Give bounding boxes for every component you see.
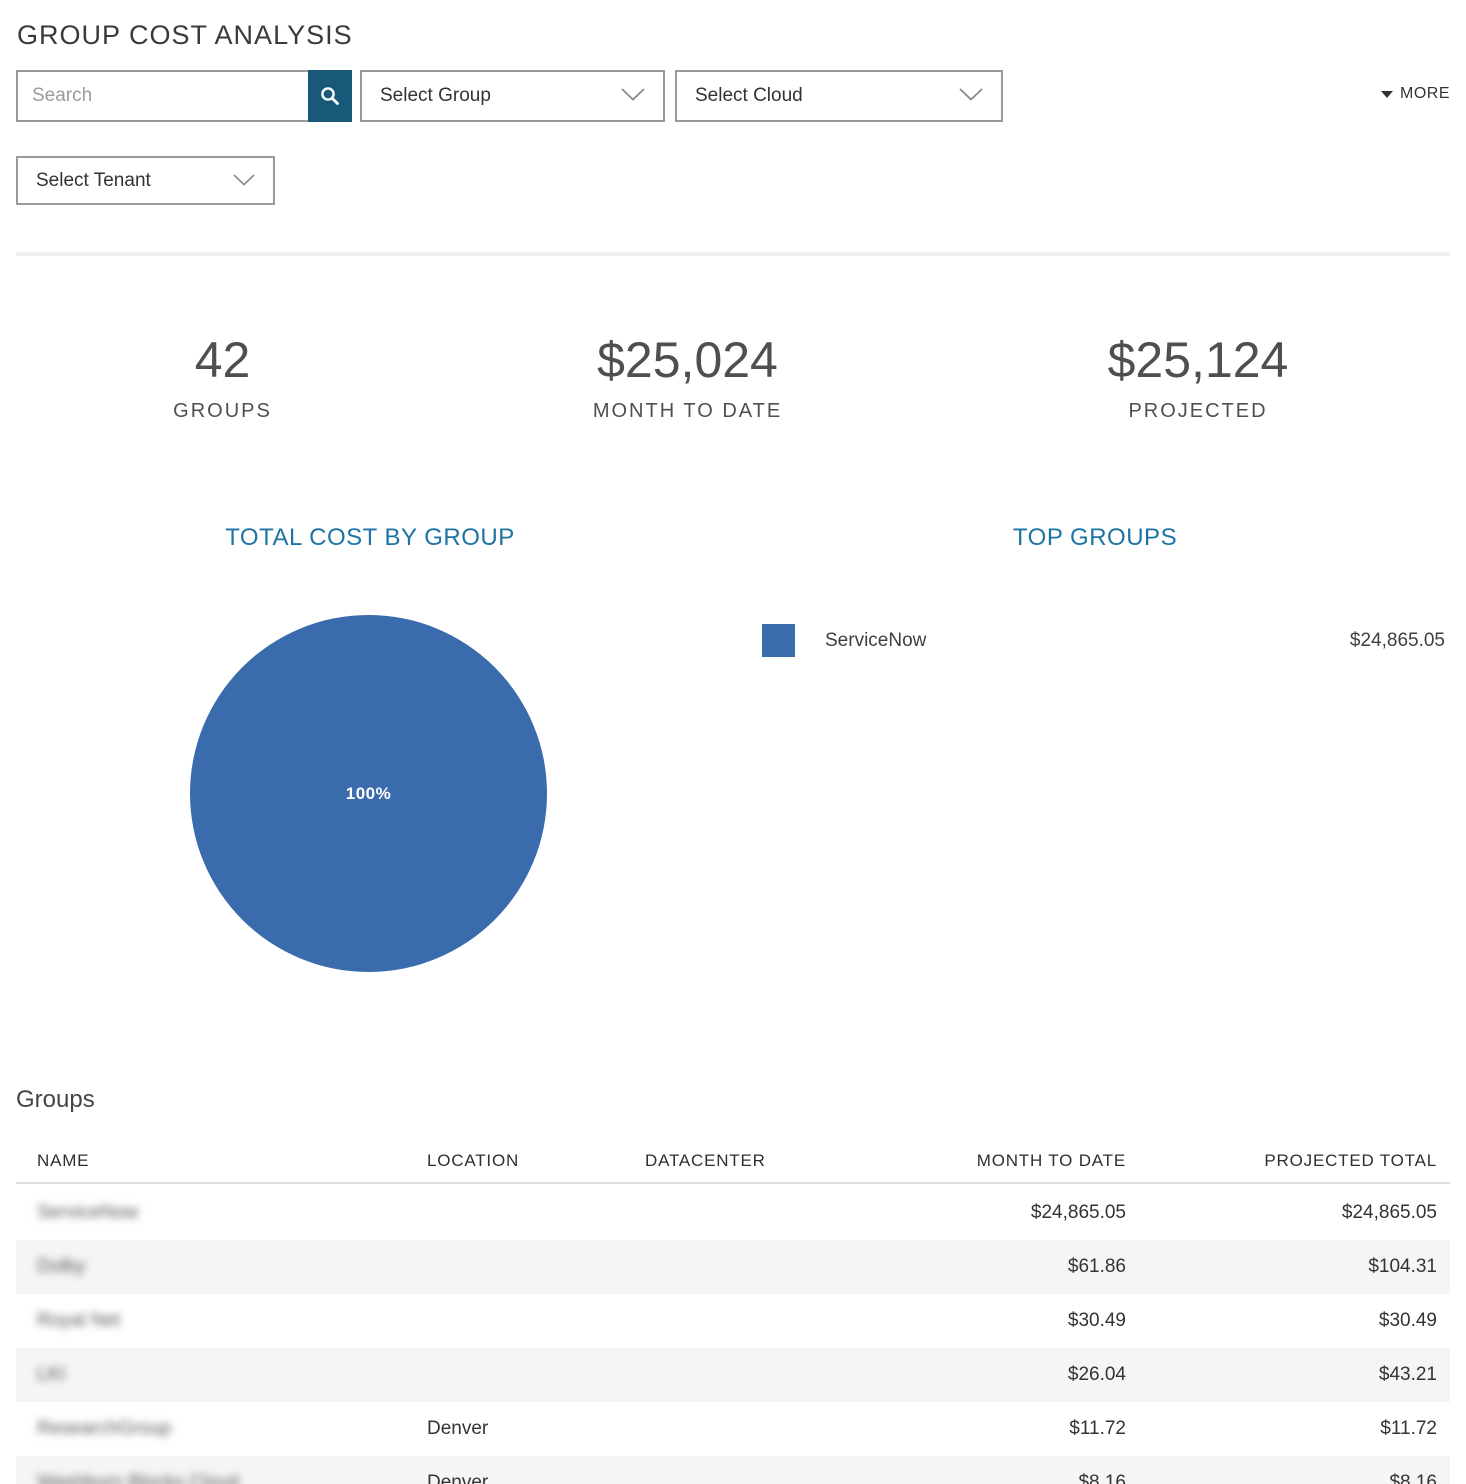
cell-projected-total: $11.72 bbox=[1380, 1418, 1437, 1439]
stat-groups-label: GROUPS bbox=[173, 400, 272, 422]
cell-month-to-date: $26.04 bbox=[1067, 1364, 1126, 1385]
cell-projected-total: $24,865.05 bbox=[1341, 1202, 1437, 1223]
column-header-projected-total: PROJECTED TOTAL bbox=[1264, 1151, 1437, 1170]
cell-name-redacted: Royal Net bbox=[37, 1310, 121, 1331]
more-label: MORE bbox=[1400, 85, 1450, 102]
cell-name-redacted: ServiceNow bbox=[37, 1202, 139, 1223]
tenant-select-value: Select Tenant bbox=[36, 169, 151, 191]
groups-table-title: Groups bbox=[16, 1086, 95, 1113]
legend-swatch bbox=[762, 624, 795, 657]
cell-name-redacted: Dolby bbox=[37, 1256, 86, 1277]
column-header-location: LOCATION bbox=[427, 1151, 520, 1170]
stat-groups: 42 GROUPS bbox=[0, 332, 445, 423]
legend-value: $24,865.05 bbox=[1349, 630, 1445, 651]
cell-projected-total: $8.16 bbox=[1389, 1472, 1437, 1484]
pie-slice-label: 100% bbox=[345, 783, 392, 803]
cell-location: Denver bbox=[427, 1418, 489, 1439]
table-row[interactable]: LKI $26.04 $43.21 bbox=[16, 1348, 1450, 1402]
stat-mtd-value: $25,024 bbox=[597, 332, 778, 388]
caret-down-icon bbox=[1381, 90, 1393, 98]
pie-chart-slice-servicenow[interactable]: 100% bbox=[190, 615, 547, 972]
cell-month-to-date: $11.72 bbox=[1069, 1418, 1126, 1439]
stat-month-to-date: $25,024 MONTH TO DATE bbox=[445, 332, 930, 423]
cell-month-to-date: $8.16 bbox=[1078, 1472, 1126, 1484]
section-divider bbox=[16, 252, 1450, 256]
kpi-stats: 42 GROUPS $25,024 MONTH TO DATE $25,124 … bbox=[0, 332, 1466, 423]
legend-item-servicenow[interactable]: ServiceNow $24,865.05 bbox=[740, 624, 1450, 657]
chevron-down-icon bbox=[959, 85, 983, 107]
stat-mtd-label: MONTH TO DATE bbox=[592, 400, 783, 422]
cell-location: Denver bbox=[427, 1472, 489, 1484]
cell-name-redacted: ResearchGroup bbox=[37, 1418, 172, 1439]
cell-name-redacted: LKI bbox=[37, 1364, 66, 1385]
table-row[interactable]: Dolby $61.86 $104.31 bbox=[16, 1240, 1450, 1294]
search-icon bbox=[319, 85, 341, 107]
chevron-down-icon bbox=[621, 85, 645, 107]
total-cost-by-group-title: TOTAL COST BY GROUP bbox=[225, 524, 515, 551]
cell-month-to-date: $61.86 bbox=[1067, 1256, 1126, 1277]
legend-name: ServiceNow bbox=[825, 630, 927, 651]
cloud-select[interactable]: Select Cloud bbox=[675, 70, 1003, 122]
cell-month-to-date: $30.49 bbox=[1067, 1310, 1126, 1331]
stat-groups-value: 42 bbox=[194, 332, 251, 388]
table-row[interactable]: Washburn Blocks Cloud Denver $8.16 $8.16 bbox=[16, 1456, 1450, 1484]
group-select-value: Select Group bbox=[380, 85, 491, 106]
group-select[interactable]: Select Group bbox=[360, 70, 665, 122]
chevron-down-icon bbox=[233, 170, 255, 192]
page-title: GROUP COST ANALYSIS bbox=[17, 20, 353, 50]
cell-month-to-date: $24,865.05 bbox=[1030, 1202, 1126, 1223]
stat-projected: $25,124 PROJECTED bbox=[930, 332, 1466, 423]
table-header-row: NAME LOCATION DATACENTER MONTH TO DATE P… bbox=[16, 1140, 1450, 1184]
table-body: ServiceNow $24,865.05 $24,865.05 Dolby $… bbox=[16, 1186, 1450, 1484]
column-header-datacenter: DATACENTER bbox=[645, 1151, 766, 1170]
cell-projected-total: $30.49 bbox=[1378, 1310, 1437, 1331]
cell-projected-total: $104.31 bbox=[1368, 1256, 1437, 1277]
column-header-name: NAME bbox=[37, 1151, 90, 1170]
tenant-select[interactable]: Select Tenant bbox=[16, 156, 275, 205]
column-header-month-to-date: MONTH TO DATE bbox=[976, 1151, 1126, 1170]
cell-name-redacted: Washburn Blocks Cloud bbox=[37, 1472, 240, 1484]
cloud-select-value: Select Cloud bbox=[695, 85, 803, 106]
table-row[interactable]: ResearchGroup Denver $11.72 $11.72 bbox=[16, 1402, 1450, 1456]
more-button[interactable]: MORE bbox=[1381, 85, 1450, 103]
table-row[interactable]: Royal Net $30.49 $30.49 bbox=[16, 1294, 1450, 1348]
search-input[interactable] bbox=[16, 70, 308, 122]
cell-projected-total: $43.21 bbox=[1378, 1364, 1437, 1385]
top-groups-title: TOP GROUPS bbox=[1012, 524, 1178, 551]
search-button[interactable] bbox=[308, 70, 352, 122]
stat-projected-value: $25,124 bbox=[1107, 332, 1289, 388]
table-row[interactable]: ServiceNow $24,865.05 $24,865.05 bbox=[16, 1186, 1450, 1240]
search-group bbox=[16, 70, 352, 122]
stat-projected-label: PROJECTED bbox=[1128, 400, 1268, 422]
